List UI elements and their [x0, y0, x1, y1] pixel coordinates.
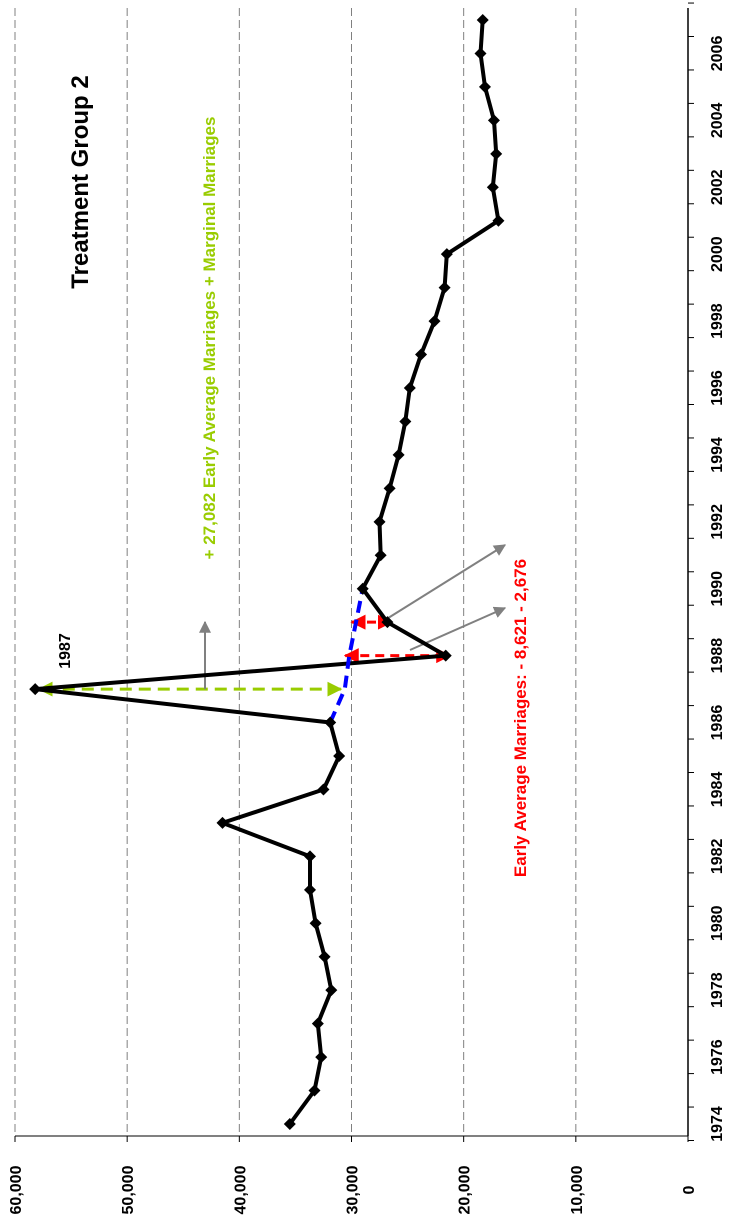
gridlines: [14, 8, 577, 1136]
data-point: [440, 248, 453, 261]
data-point: [439, 649, 452, 662]
data-point: [487, 114, 500, 127]
data-point: [478, 80, 491, 93]
data-point: [29, 683, 42, 696]
value-tick-label: 10,000: [569, 1165, 586, 1214]
data-point: [318, 950, 331, 963]
value-tick-label: 20,000: [457, 1165, 474, 1214]
data-point: [283, 1118, 296, 1130]
chart-title: Treatment Group 2: [67, 75, 94, 288]
data-point: [308, 1084, 321, 1097]
year-tick-label: 1996: [709, 370, 726, 406]
year-tick-label: 1984: [709, 772, 726, 808]
year-tick-label: 1992: [709, 504, 726, 540]
data-point: [438, 281, 451, 294]
year-tick-label: 1976: [709, 1039, 726, 1075]
data-point: [428, 315, 441, 328]
year-tick-label: 2000: [709, 236, 726, 272]
year-tick-label: 2002: [709, 169, 726, 205]
data-point: [399, 415, 412, 428]
tick-labels: 0 10,000 20,000 30,000 40,000 50,000 60,000 197…: [8, 36, 726, 1215]
data-point: [373, 515, 386, 528]
data-point: [356, 582, 369, 595]
data-point: [381, 616, 394, 629]
data-point: [311, 1017, 324, 1030]
data-point: [324, 716, 337, 729]
data-point: [490, 147, 503, 160]
data-point: [309, 917, 322, 930]
data-point: [492, 214, 505, 227]
year-tick-label: 2006: [709, 36, 726, 72]
data-point: [303, 883, 316, 896]
year-tick-label: 1980: [709, 905, 726, 941]
series-line: [33, 19, 501, 1126]
data-point: [415, 348, 428, 361]
year-tick-label: 1978: [709, 972, 726, 1008]
year-tick-label: 1982: [709, 838, 726, 874]
data-point: [383, 482, 396, 495]
data-point: [403, 382, 416, 394]
year-tick-label: 1974: [709, 1106, 726, 1142]
data-series: [29, 14, 505, 1130]
data-point: [317, 783, 330, 796]
year-tick-label: 1988: [709, 638, 726, 674]
green-annotation-label: + 27,082 Early Average Marriages + Margi…: [200, 117, 219, 560]
year-tick-label: 1990: [709, 571, 726, 607]
value-tick-label: 50,000: [120, 1165, 137, 1214]
data-point: [392, 448, 405, 461]
data-point: [325, 984, 338, 997]
value-tick-label: 0: [681, 1185, 698, 1194]
year-tick-label: 1986: [709, 705, 726, 741]
trend-line: [328, 588, 365, 724]
data-point: [474, 47, 487, 60]
point-label-1987: 1987: [57, 633, 74, 669]
value-tick-label: 40,000: [232, 1165, 249, 1214]
data-point: [486, 181, 499, 194]
gray-pointer-arrow: [384, 544, 507, 621]
annotation-arrows: [37, 544, 507, 697]
value-tick-label: 30,000: [345, 1165, 362, 1214]
data-point: [216, 816, 229, 829]
data-point: [476, 14, 489, 26]
year-tick-label: 2004: [709, 102, 726, 138]
data-point: [333, 750, 346, 762]
red-annotation-label: Early Average Marriages: - 8,621 - 2,676: [511, 559, 530, 877]
axes: [14, 2, 694, 1142]
data-point: [303, 850, 316, 863]
data-point: [374, 549, 387, 562]
year-tick-label: 1994: [709, 437, 726, 473]
year-tick-label: 1998: [709, 303, 726, 339]
data-point: [315, 1051, 328, 1064]
value-tick-label: 60,000: [8, 1165, 25, 1214]
